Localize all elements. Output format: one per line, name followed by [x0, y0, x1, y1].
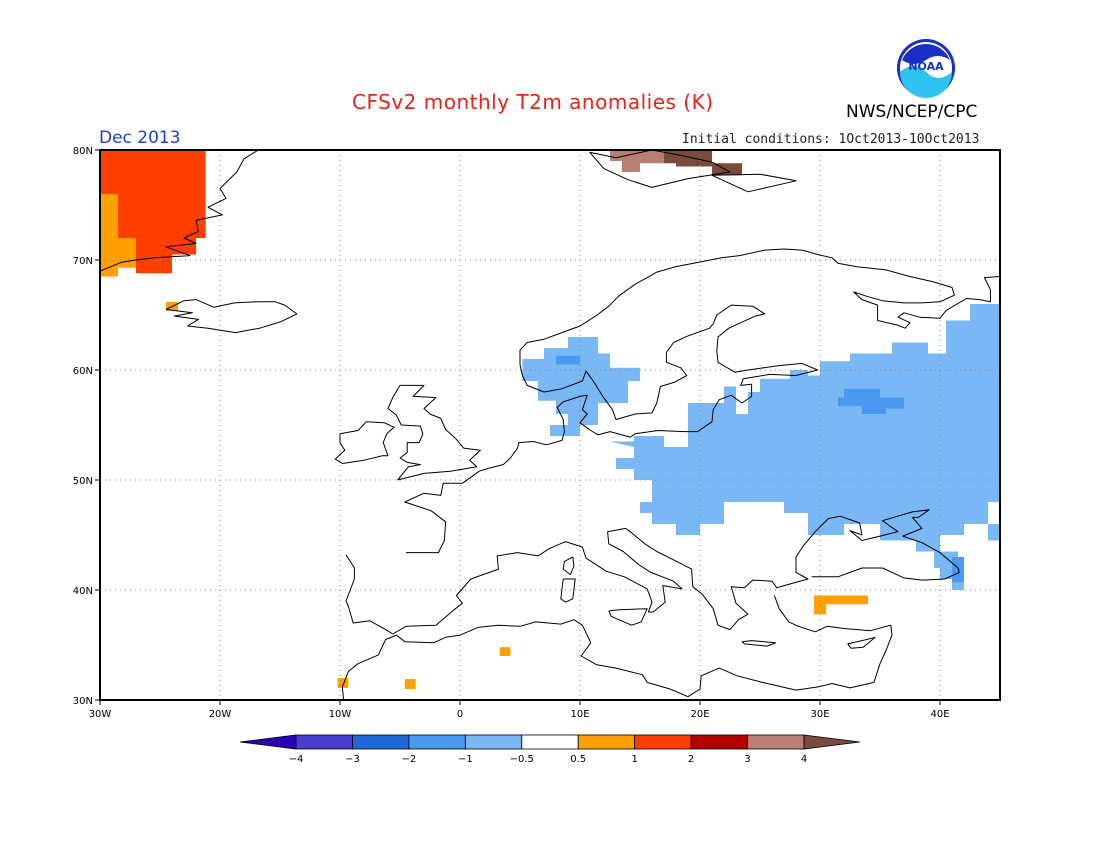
- colorbar-label: −1: [458, 754, 473, 765]
- lat-tick-label: 70N: [73, 256, 93, 267]
- anomaly-region: [404, 679, 416, 689]
- lon-tick-label: 40E: [930, 709, 949, 720]
- colorbar-bin: [747, 734, 805, 750]
- coastline: [741, 640, 777, 647]
- noaa-logo: NOAA: [896, 38, 956, 98]
- lon-tick-label: 30W: [89, 709, 112, 720]
- colorbar-bin: [464, 734, 523, 750]
- colorbar-bin: [521, 734, 579, 750]
- coastline: [387, 384, 481, 481]
- anomaly-region: [100, 194, 136, 277]
- gridlines: [100, 150, 1000, 700]
- coastline: [589, 150, 731, 188]
- coastline: [562, 556, 575, 576]
- colorbar-bin: [577, 734, 636, 750]
- map-axes: 80N 70N 60N 50N 40N 30N 30W 20W 10W 0 10E 20E 30E 40E: [73, 146, 950, 720]
- colorbar-label: −2: [402, 754, 417, 765]
- coastline: [847, 636, 876, 649]
- lat-tick-label: 50N: [73, 476, 93, 487]
- colorbar-bin: [803, 734, 861, 750]
- colorbar-label: 2: [688, 754, 694, 765]
- coastline: [341, 595, 893, 700]
- anomaly-region: [550, 425, 580, 436]
- colorbar-bin: [408, 734, 466, 750]
- lat-tick-label: 60N: [73, 366, 93, 377]
- anomaly-region: [610, 304, 1000, 552]
- anomaly-region: [610, 150, 664, 172]
- colorbar-label: −4: [289, 754, 304, 765]
- colorbar-bin: [690, 734, 748, 750]
- coastline: [711, 173, 797, 193]
- coastline: [404, 248, 1000, 554]
- colorbar-label: 3: [744, 754, 750, 765]
- colorbar-label: 1: [631, 754, 637, 765]
- colorbar-label: 0.5: [570, 754, 586, 765]
- anomaly-region: [499, 647, 511, 656]
- coastlines: [100, 150, 1000, 700]
- colorbar-bin: [239, 734, 297, 750]
- anomaly-region: [814, 595, 868, 615]
- colorbar: −4 −3 −2 −1 −0.5 0.5 1 2 3 4: [239, 734, 861, 765]
- coastline: [100, 150, 259, 272]
- map-frame: [99, 149, 1001, 701]
- lat-tick-label: 80N: [73, 146, 93, 157]
- lat-tick-label: 40N: [73, 586, 93, 597]
- colorbar-label: −3: [345, 754, 360, 765]
- coastline: [334, 421, 395, 464]
- anomaly-region: [838, 388, 904, 414]
- month-label: Dec 2013: [99, 128, 181, 148]
- lon-tick-label: 10E: [570, 709, 589, 720]
- coastline: [560, 578, 576, 603]
- chart-title: CFSv2 monthly T2m anomalies (K): [352, 90, 714, 114]
- coastline: [608, 608, 648, 626]
- colorbar-bin: [634, 734, 692, 750]
- colorbar-bin: [295, 734, 353, 750]
- logo-text: NOAA: [908, 60, 944, 73]
- anomaly-region: [100, 150, 206, 274]
- lat-tick-label: 30N: [73, 696, 93, 707]
- colorbar-bin: [352, 734, 410, 750]
- colorbar-label: 4: [801, 754, 807, 765]
- org-label: NWS/NCEP/CPC: [846, 102, 978, 122]
- lon-tick-label: 0: [457, 709, 463, 720]
- anomaly-regions: [100, 150, 1000, 689]
- anomaly-region: [556, 355, 580, 365]
- coastline: [165, 299, 298, 334]
- colorbar-label: −0.5: [510, 754, 534, 765]
- init-conditions-label: Initial conditions: 1Oct2013-10Oct2013: [682, 132, 980, 147]
- lon-tick-label: 10W: [329, 709, 352, 720]
- lon-tick-label: 30E: [810, 709, 829, 720]
- lon-tick-label: 20E: [690, 709, 709, 720]
- lon-tick-label: 20W: [209, 709, 232, 720]
- coastline: [345, 509, 960, 635]
